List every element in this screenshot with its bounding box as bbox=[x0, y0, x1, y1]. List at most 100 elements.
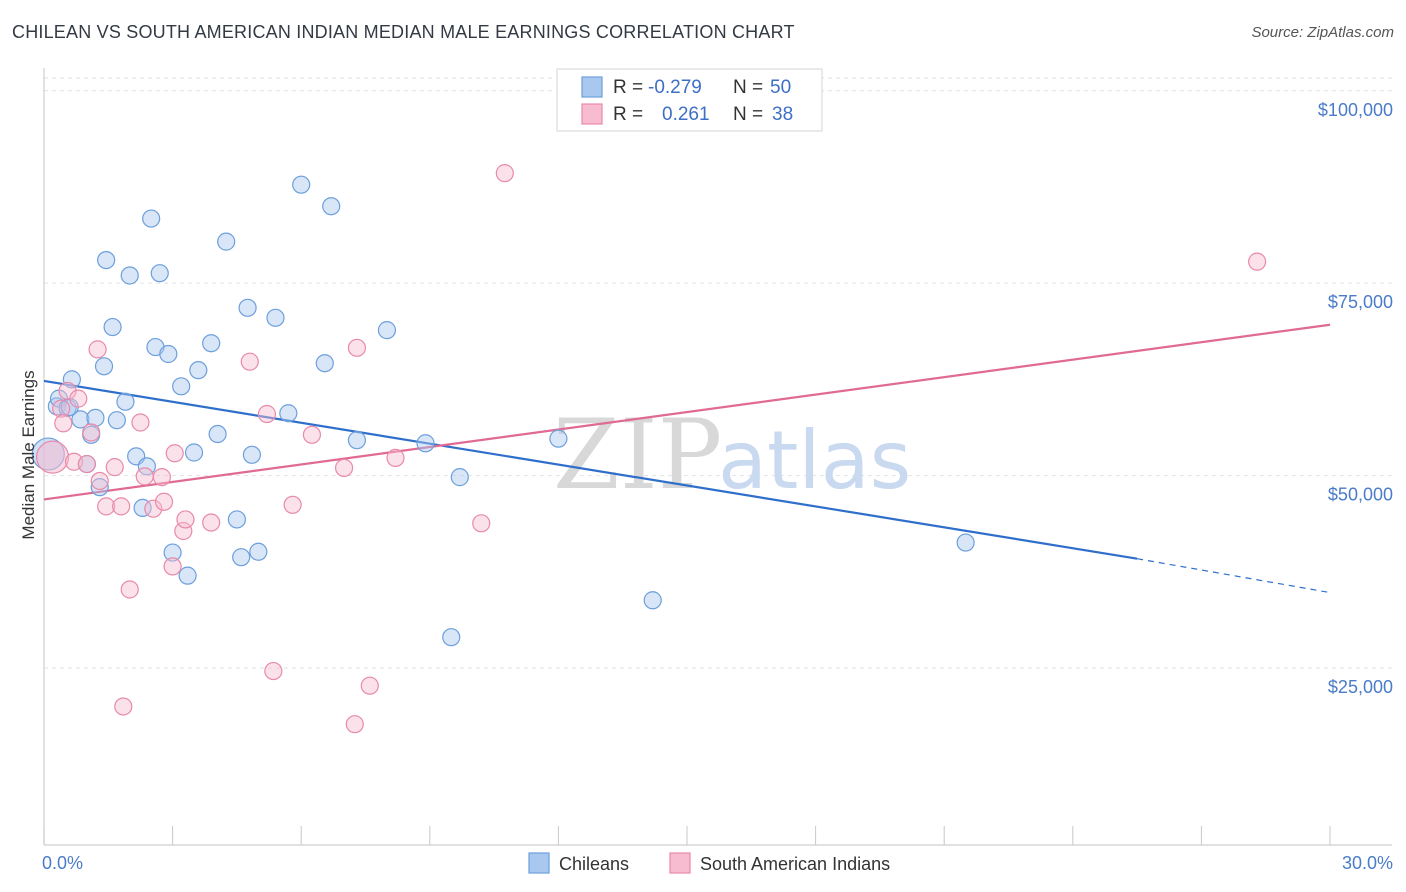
point-chileans-32 bbox=[232, 548, 251, 567]
x-tick-label-end: 30.0% bbox=[1342, 853, 1393, 873]
trend-line-extension-chileans bbox=[1136, 558, 1331, 594]
grid-layer bbox=[44, 77, 1392, 669]
point-south-american-indians-26 bbox=[257, 404, 277, 424]
point-south-american-indians-36 bbox=[495, 164, 514, 183]
point-chileans-11 bbox=[97, 250, 116, 270]
point-south-american-indians-14 bbox=[120, 580, 139, 599]
trend-line-chileans bbox=[43, 379, 1138, 560]
legend-r-value-2: 0.261 bbox=[662, 104, 710, 125]
point-south-american-indians-5 bbox=[69, 389, 88, 408]
watermark-zip: ZIP bbox=[553, 399, 722, 511]
point-south-american-indians-22 bbox=[174, 521, 193, 541]
point-south-american-indians-27 bbox=[264, 661, 283, 681]
point-south-american-indians-25 bbox=[240, 352, 259, 371]
point-chileans-46 bbox=[549, 429, 568, 448]
point-chileans-24 bbox=[172, 377, 191, 396]
point-south-american-indians-35 bbox=[472, 514, 491, 533]
trend-line-south-american-indians bbox=[43, 323, 1331, 501]
point-south-american-indians-24 bbox=[202, 513, 221, 532]
point-chileans-40 bbox=[322, 197, 341, 216]
legend-n-value-2: 38 bbox=[772, 104, 793, 125]
point-south-american-indians-28 bbox=[283, 495, 302, 514]
point-south-american-indians-12 bbox=[112, 497, 131, 516]
point-south-american-indians-29 bbox=[302, 425, 322, 444]
trend-layer bbox=[43, 323, 1331, 594]
point-chileans-35 bbox=[249, 542, 268, 561]
point-chileans-42 bbox=[377, 321, 397, 340]
point-south-american-indians-31 bbox=[345, 715, 364, 734]
bottom-legend-label-south-american-indians: South American Indians bbox=[700, 854, 890, 874]
bottom-legend: Chileans South American Indians bbox=[528, 852, 890, 874]
point-chileans-30 bbox=[217, 232, 236, 251]
point-south-american-indians-20 bbox=[163, 557, 182, 576]
point-south-american-indians-37 bbox=[1248, 252, 1267, 271]
watermark: ZIP atlas bbox=[553, 399, 911, 511]
point-chileans-48 bbox=[956, 533, 975, 552]
legend-r-label-2: R = bbox=[613, 104, 643, 125]
point-south-american-indians-11 bbox=[105, 458, 124, 477]
point-chileans-13 bbox=[107, 411, 126, 430]
point-south-american-indians-1 bbox=[52, 399, 71, 418]
point-south-american-indians-0 bbox=[35, 440, 70, 474]
point-south-american-indians-6 bbox=[77, 454, 96, 474]
points-layer bbox=[31, 164, 1267, 734]
point-chileans-47 bbox=[643, 591, 662, 610]
watermark-atlas: atlas bbox=[718, 414, 911, 507]
point-chileans-44 bbox=[442, 628, 461, 647]
point-south-american-indians-21 bbox=[165, 444, 184, 463]
y-tick-label-1: $50,000 bbox=[1328, 485, 1393, 505]
point-chileans-31 bbox=[227, 510, 246, 529]
point-south-american-indians-19 bbox=[154, 492, 174, 511]
y-tick-label-0: $25,000 bbox=[1328, 677, 1393, 697]
point-chileans-8 bbox=[86, 408, 105, 427]
bottom-legend-label-chileans: Chileans bbox=[559, 854, 629, 874]
legend-r-label-1: R = bbox=[613, 77, 643, 98]
point-south-american-indians-8 bbox=[88, 340, 107, 359]
point-chileans-45 bbox=[450, 468, 469, 487]
point-chileans-25 bbox=[178, 566, 197, 585]
legend-swatch-chileans bbox=[581, 76, 603, 98]
point-south-american-indians-15 bbox=[131, 413, 150, 432]
source-label: Source: ZipAtlas.com bbox=[1251, 24, 1394, 41]
bottom-legend-swatch-south-american-indians bbox=[669, 852, 691, 874]
point-south-american-indians-13 bbox=[114, 697, 133, 716]
point-south-american-indians-10 bbox=[97, 497, 116, 516]
bottom-legend-swatch-chileans bbox=[528, 852, 550, 874]
axis-layer: $25,000 $50,000 $75,000 $100,000 0.0% 30.0% bbox=[42, 68, 1393, 873]
point-chileans-12 bbox=[103, 317, 122, 337]
y-tick-label-3: $100,000 bbox=[1318, 100, 1393, 120]
point-chileans-15 bbox=[120, 266, 139, 285]
point-south-american-indians-7 bbox=[82, 423, 101, 442]
point-chileans-27 bbox=[189, 361, 208, 380]
point-chileans-29 bbox=[208, 424, 227, 444]
point-chileans-41 bbox=[347, 431, 367, 450]
chart-title: CHILEAN VS SOUTH AMERICAN INDIAN MEDIAN … bbox=[12, 22, 795, 42]
point-south-american-indians-2 bbox=[54, 414, 73, 433]
point-south-american-indians-9 bbox=[90, 471, 109, 491]
point-chileans-37 bbox=[279, 404, 298, 423]
point-south-american-indians-17 bbox=[144, 499, 163, 518]
point-chileans-36 bbox=[266, 308, 285, 327]
point-chileans-28 bbox=[202, 334, 221, 353]
y-axis-title: Median Male Earnings bbox=[19, 370, 38, 539]
x-tick-label-start: 0.0% bbox=[42, 853, 83, 873]
point-south-american-indians-18 bbox=[152, 468, 171, 487]
point-chileans-21 bbox=[150, 264, 169, 283]
point-chileans-39 bbox=[315, 354, 334, 373]
point-chileans-10 bbox=[94, 357, 114, 376]
point-south-american-indians-23 bbox=[176, 510, 195, 529]
point-chileans-33 bbox=[238, 298, 257, 317]
point-chileans-14 bbox=[116, 392, 135, 411]
legend: R = -0.279 N = 50 R = 0.261 N = 38 bbox=[556, 68, 823, 132]
legend-n-label-2: N = bbox=[733, 104, 763, 125]
legend-n-value-1: 50 bbox=[770, 77, 791, 98]
legend-swatch-south-american-indians bbox=[581, 103, 603, 125]
point-chileans-4 bbox=[62, 370, 81, 389]
point-chileans-34 bbox=[242, 445, 262, 464]
point-south-american-indians-30 bbox=[334, 458, 354, 477]
point-chileans-26 bbox=[184, 443, 204, 462]
point-south-american-indians-33 bbox=[360, 676, 379, 695]
point-chileans-38 bbox=[292, 175, 311, 194]
point-chileans-43 bbox=[416, 434, 435, 453]
point-chileans-5 bbox=[71, 410, 90, 429]
